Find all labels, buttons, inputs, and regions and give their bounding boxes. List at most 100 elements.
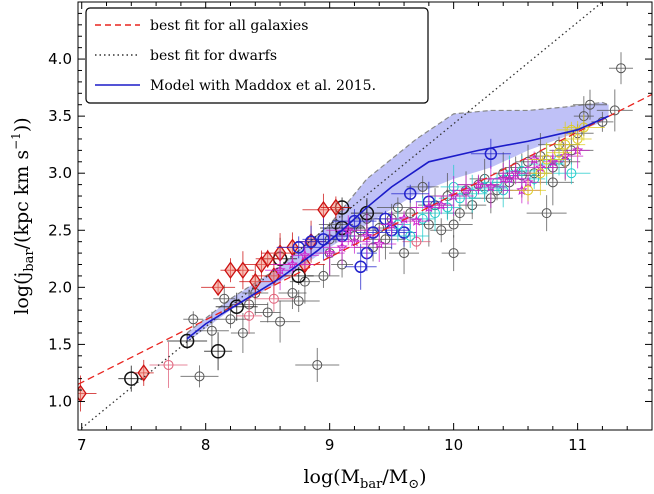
data-point-circle [547, 177, 558, 188]
data-point-circle [124, 371, 139, 386]
data-point-diamond [137, 364, 151, 382]
legend-label-model: Model with Maddox et al. 2015. [150, 78, 376, 94]
y-axis-label: log(jbar/(kpc km s−1)) [9, 117, 37, 314]
x-tick-label: 10 [444, 436, 463, 454]
axis-ticks: 7 8 9 10 11 1.0 1.5 2.0 2.5 3.0 3.5 4.0 [48, 2, 653, 454]
legend: best fit for all galaxies best fit for d… [85, 7, 429, 104]
data-point-circle [348, 214, 361, 228]
data-point-star [448, 190, 460, 201]
data-point-circle [405, 230, 416, 241]
data-point-star [547, 155, 559, 167]
data-point-circle [268, 293, 279, 304]
data-point-circle [597, 116, 608, 127]
y-label-mid: /(kpc km s [11, 150, 33, 250]
data-point-circle [229, 299, 244, 314]
data-point-star [386, 218, 398, 230]
data-point-circle [399, 248, 410, 259]
data-point-star [503, 173, 515, 184]
x-tick-label: 8 [201, 436, 211, 454]
data-point-star [528, 153, 540, 165]
data-point-circle [293, 296, 304, 307]
y-label-sub: bar [22, 249, 37, 272]
x-label-end: ) [419, 466, 426, 488]
x-axis-label: log(Mbar/M⊙) [303, 466, 426, 492]
data-point-circle [616, 63, 627, 74]
y-tick-label: 2.5 [48, 221, 72, 239]
legend-label-all-galaxies: best fit for all galaxies [150, 18, 308, 34]
data-point-circle [541, 154, 552, 165]
data-point-circle [312, 359, 323, 370]
data-point-diamond [236, 261, 250, 280]
data-point-circle [188, 314, 199, 325]
data-point-circle [554, 147, 565, 158]
y-tick-label: 3.0 [48, 164, 72, 182]
data-point-star [336, 241, 348, 253]
data-point-circle [194, 371, 205, 382]
data-point-circle [436, 225, 447, 236]
x-tick-label: 9 [325, 436, 335, 454]
data-point-diamond [329, 198, 343, 217]
data-point-circle [292, 241, 305, 254]
data-point-star [373, 238, 385, 249]
data-point-circle [210, 343, 226, 359]
plot-frame [77, 1, 653, 431]
data-point-circle [430, 208, 441, 219]
y-label-sup: −1 [9, 132, 23, 150]
data-point-circle [219, 293, 230, 304]
data-point-circle [566, 168, 577, 179]
data-point-circle [585, 99, 596, 110]
data-point-star [348, 235, 360, 247]
data-point-circle [572, 133, 583, 144]
y-label-main: log(j [11, 272, 33, 315]
data-point-circle [404, 187, 417, 200]
data-point-star [410, 215, 422, 226]
data-point-star [299, 249, 311, 261]
data-point-circle [206, 325, 217, 336]
x-tick-label: 11 [568, 436, 587, 454]
data-point-circle [523, 185, 534, 196]
data-point-circle [318, 270, 329, 281]
data-point-star [460, 184, 472, 196]
x-label-sub2: ⊙ [408, 477, 419, 492]
data-point-circle [397, 226, 411, 239]
data-point-circle [275, 316, 286, 327]
data-point-circle [578, 122, 589, 133]
data-point-circle [448, 248, 459, 259]
data-point-circle [541, 208, 552, 219]
series-line-solid [186, 115, 609, 340]
legend-label-dwarfs: best fit for dwarfs [150, 48, 277, 64]
data-point-circle [448, 219, 459, 230]
data-point-circle [179, 333, 195, 349]
y-tick-label: 2.0 [48, 278, 72, 296]
data-point-star [485, 181, 497, 192]
data-point-circle [354, 260, 367, 274]
series-line-dotted [78, 2, 603, 430]
data-point-circle [262, 307, 273, 318]
data-point-circle [225, 314, 236, 325]
data-point-star [286, 258, 298, 270]
data-point-diamond [248, 272, 262, 291]
data-point-circle [529, 173, 540, 184]
data-point-star [435, 199, 447, 210]
data-point-circle [287, 288, 298, 299]
x-tick-label: 7 [77, 436, 87, 454]
y-tick-label: 3.5 [48, 107, 72, 125]
x-label-mid: /M [382, 466, 408, 488]
plot-area [78, 2, 652, 430]
y-tick-label: 1.0 [48, 392, 72, 410]
data-point-diamond [211, 278, 225, 297]
data-point-circle [163, 359, 174, 370]
data-point-diamond [261, 249, 274, 268]
y-label-end: )) [11, 117, 33, 132]
data-point-circle [516, 165, 527, 176]
series-line-dashed [78, 93, 652, 385]
data-point-circle [417, 181, 428, 192]
data-point-circle [405, 208, 416, 219]
data-point-circle [454, 208, 465, 219]
data-point-star [324, 247, 336, 258]
data-point-diamond [224, 261, 237, 280]
x-label-main: log(M [303, 466, 360, 488]
data-point-star [516, 184, 528, 196]
x-label-sub: bar [360, 477, 383, 492]
